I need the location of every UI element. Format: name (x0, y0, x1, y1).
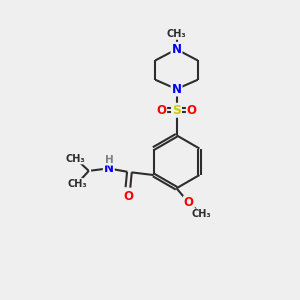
Text: S: S (172, 104, 181, 117)
Text: O: O (156, 104, 166, 117)
Text: CH₃: CH₃ (66, 154, 85, 164)
Text: N: N (104, 162, 114, 175)
Text: N: N (172, 82, 182, 95)
Text: O: O (184, 196, 194, 209)
Text: N: N (172, 43, 182, 56)
Text: CH₃: CH₃ (191, 209, 211, 219)
Text: H: H (105, 155, 114, 165)
Text: CH₃: CH₃ (68, 179, 87, 189)
Text: O: O (123, 190, 133, 203)
Text: CH₃: CH₃ (167, 29, 186, 39)
Text: O: O (187, 104, 197, 117)
